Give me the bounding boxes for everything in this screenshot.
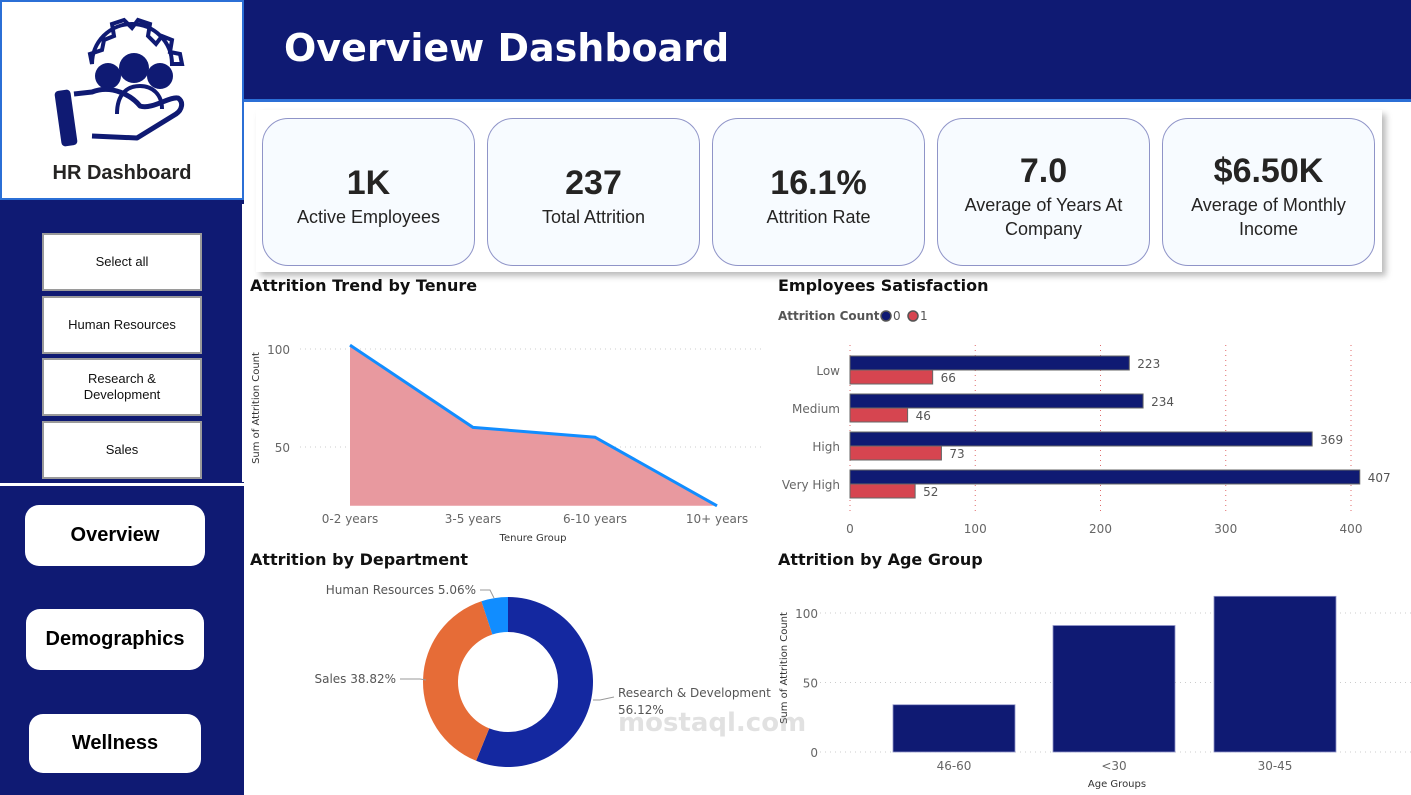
kpi-card-total-attrition: 237 Total Attrition [487, 118, 700, 266]
legend-marker [880, 310, 892, 322]
y-tick-label: 100 [795, 607, 818, 621]
x-tick-label: 300 [1214, 522, 1237, 536]
y-tick-label: Medium [792, 402, 840, 416]
kpi-label: Average of Years At Company [964, 195, 1123, 239]
donut-slice [481, 597, 508, 635]
bar [849, 431, 1313, 447]
y-tick-label: 100 [267, 343, 290, 357]
y-tick-label: 50 [275, 441, 290, 455]
x-tick-label: 3-5 years [445, 512, 501, 526]
data-label: 223 [1137, 357, 1160, 371]
legend-label: 0 [893, 309, 901, 323]
x-tick-label: 400 [1340, 522, 1363, 536]
x-tick-label: 10+ years [686, 512, 748, 526]
watermark: mostaql.com [618, 708, 807, 738]
bar [849, 483, 916, 499]
y-axis-title: Sum of Attrition Count [251, 352, 262, 464]
kpi-label: Total Attrition [541, 207, 646, 227]
x-tick-label: 46-60 [937, 759, 972, 773]
bar [1052, 625, 1176, 753]
kpi-card-active-employees: 1K Active Employees [262, 118, 475, 266]
x-tick-label: 100 [964, 522, 987, 536]
kpi-label: Attrition Rate [766, 207, 871, 227]
y-tick-label: Low [816, 364, 840, 378]
slicer-item-research-development[interactable]: Research & Development [42, 358, 202, 416]
slicer-item-select-all[interactable]: Select all [42, 233, 202, 291]
bar [849, 355, 1130, 371]
bar [892, 704, 1016, 753]
kpi-value: $6.50K [1213, 152, 1324, 190]
y-tick-label: 0 [810, 746, 818, 760]
slice-label: Research & Development [618, 686, 771, 700]
bar [1213, 595, 1337, 753]
area-fill [350, 345, 717, 506]
x-axis-title: Age Groups [1088, 779, 1146, 790]
app-title: HR Dashboard [52, 162, 192, 184]
x-tick-label: <30 [1101, 759, 1126, 773]
header-bar [244, 0, 1411, 102]
kpi-card-attrition-rate: 16.1% Attrition Rate [712, 118, 925, 266]
y-axis-title: Sum of Attrition Count [779, 612, 790, 724]
leader-line [480, 589, 495, 599]
y-tick-label: 50 [803, 677, 818, 691]
bar [849, 469, 1361, 485]
y-tick-label: High [812, 440, 840, 454]
bar [849, 445, 942, 461]
donut-slice [476, 597, 593, 767]
slice-label: Sales 38.82% [314, 672, 396, 686]
hand-people-gear-icon [54, 17, 185, 147]
kpi-card-avg-income: $6.50K Average of Monthly Income [1162, 118, 1375, 266]
age-chart-title: Attrition by Age Group [778, 550, 983, 569]
sidebar-divider [0, 483, 244, 486]
data-label: 46 [916, 409, 931, 423]
legend-title: Attrition Count [778, 309, 880, 323]
kpi-value: 16.1% [770, 164, 867, 202]
x-tick-label: 0 [846, 522, 854, 536]
department-slicer: Select all Human Resources Research & De… [4, 204, 244, 482]
nav-overview-button[interactable]: Overview [25, 505, 205, 566]
x-tick-label: 0-2 years [322, 512, 378, 526]
leader-line [400, 678, 427, 681]
x-axis-title: Tenure Group [499, 533, 567, 544]
department-chart-title: Attrition by Department [250, 550, 469, 569]
x-tick-label: 6-10 years [563, 512, 627, 526]
x-tick-label: 200 [1089, 522, 1112, 536]
data-label: 73 [949, 447, 964, 461]
data-label: 52 [923, 485, 938, 499]
x-tick-label: 30-45 [1258, 759, 1293, 773]
data-label: 369 [1320, 433, 1343, 447]
satisfaction-chart-title: Employees Satisfaction [778, 276, 989, 295]
slice-label: 56.12% [618, 703, 664, 717]
bar [849, 369, 934, 385]
kpi-label: Average of Monthly Income [1191, 195, 1346, 239]
slicer-item-human-resources[interactable]: Human Resources [42, 296, 202, 354]
bar [849, 393, 1144, 409]
slicer-item-sales[interactable]: Sales [42, 421, 202, 479]
nav-demographics-button[interactable]: Demographics [26, 609, 204, 670]
data-label: 66 [941, 371, 956, 385]
logo-panel: HR Dashboard [0, 0, 244, 200]
kpi-value: 7.0 [1019, 152, 1068, 190]
page-title: Overview Dashboard [284, 26, 730, 70]
data-label: 234 [1151, 395, 1174, 409]
data-label: 407 [1368, 471, 1391, 485]
kpi-value: 237 [565, 164, 622, 202]
legend-marker [907, 310, 919, 322]
legend-label: 1 [920, 309, 928, 323]
kpi-label: Active Employees [296, 207, 441, 227]
slice-label: Human Resources 5.06% [326, 583, 476, 597]
kpi-value: 1K [346, 164, 391, 202]
y-tick-label: Very High [782, 478, 840, 492]
donut-slice [423, 601, 493, 761]
nav-wellness-button[interactable]: Wellness [29, 714, 201, 773]
leader-line [593, 696, 615, 701]
trend-line [349, 343, 718, 508]
bar [849, 407, 909, 423]
kpi-card-avg-years: 7.0 Average of Years At Company [937, 118, 1150, 266]
tenure-chart-title: Attrition Trend by Tenure [250, 276, 478, 295]
